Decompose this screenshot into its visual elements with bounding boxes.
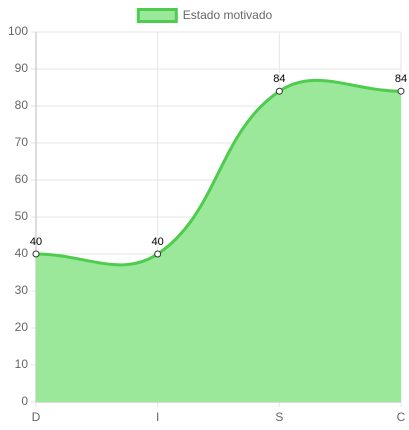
y-tick-label: 50 [15,209,29,223]
x-tick-label: C [397,410,406,424]
y-tick-label: 70 [15,135,29,149]
x-tick-label: S [275,410,283,424]
data-label: 84 [273,73,285,85]
legend-label: Estado motivado [183,8,273,22]
y-tick-label: 100 [8,24,28,38]
line [35,78,402,267]
point [32,250,40,258]
y-tick-label: 90 [15,61,29,75]
y-tick-label: 30 [15,283,29,297]
y-tick-label: 80 [15,98,29,112]
y-tick-label: 60 [15,172,29,186]
y-tick-label: 40 [15,246,29,260]
data-label: 40 [152,236,164,248]
area [36,80,401,402]
data-label: 84 [395,73,407,85]
x-tick-label: D [32,410,41,424]
point [397,87,405,95]
y-tick-label: 20 [15,320,29,334]
data-label: 40 [30,236,42,248]
point [154,250,162,258]
legend-swatch [136,8,178,23]
y-tick-label: 10 [15,357,29,371]
x-tick-label: I [156,410,159,424]
y-tick-label: 0 [21,394,28,408]
point [275,87,283,95]
